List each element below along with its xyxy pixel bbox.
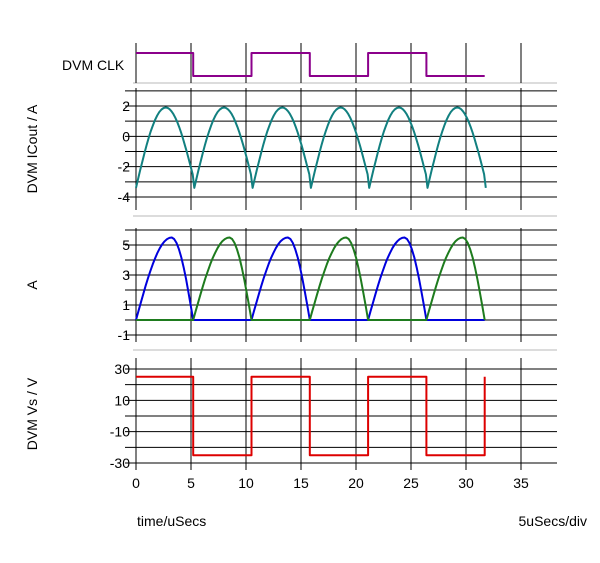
x-scale-label: 5uSecs/div (519, 513, 587, 529)
y-tick-label: -2 (118, 159, 131, 175)
y-tick-label: 30 (114, 361, 130, 377)
series-trace-1-1 (136, 52, 485, 77)
y-tick-label: 3 (122, 267, 130, 283)
x-axis-title: time/uSecs (137, 513, 206, 529)
y-tick-label: -30 (110, 455, 130, 471)
x-tick-label: 20 (348, 475, 364, 491)
y-tick-label: 1 (122, 297, 130, 313)
y-tick-label: 2 (122, 98, 130, 114)
series-trace-3-1 (135, 236, 485, 321)
y-tick-label: 10 (114, 392, 130, 408)
y-tick-label: 5 (122, 237, 130, 253)
x-tick-label: 15 (293, 475, 309, 491)
waveform-traces (135, 52, 487, 457)
x-tick-label: 5 (187, 475, 195, 491)
panel-separators (133, 82, 557, 351)
x-tick-label: 10 (238, 475, 254, 491)
y-tick-label: -4 (118, 189, 131, 205)
x-tick-label: 30 (458, 475, 474, 491)
series-trace-3-2 (136, 236, 486, 321)
series-trace-2-1 (135, 106, 487, 189)
clk-label: DVM CLK (62, 57, 125, 73)
x-tick-label: 0 (132, 475, 140, 491)
y-tick-label: -1 (118, 327, 131, 343)
y-axis-title: A (24, 280, 40, 290)
series-trace-4-1 (136, 375, 486, 457)
y-axis-title: DVM Vs / V (24, 377, 40, 450)
y-axis-title: DVM ICout / A (24, 104, 40, 193)
y-tick-label: 0 (122, 128, 130, 144)
grid-lines (125, 43, 557, 470)
x-tick-label: 35 (513, 475, 529, 491)
y-tick-label: -10 (110, 424, 130, 440)
x-tick-label: 25 (403, 475, 419, 491)
